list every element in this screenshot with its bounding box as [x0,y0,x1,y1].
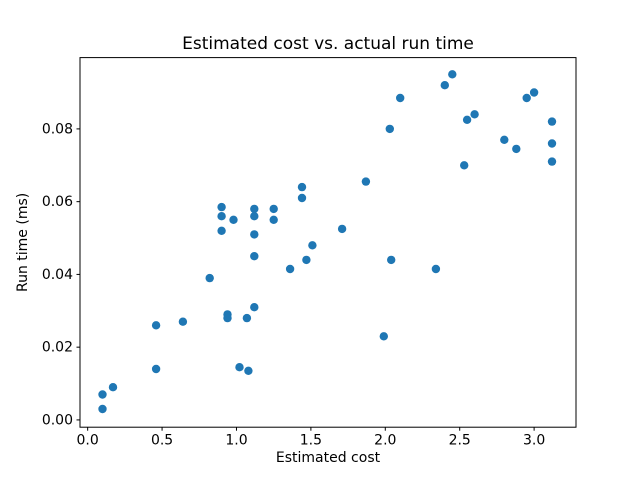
data-point [522,93,531,103]
y-axis-ticks: 0.00 0.02 0.04 0.06 0.08 [42,121,80,428]
data-point [250,230,259,239]
data-point [431,264,441,274]
x-tick-label: 0.0 [77,433,99,449]
data-point [151,364,161,374]
data-point [217,202,226,212]
data-point [98,404,107,414]
data-point [250,204,259,214]
data-point [529,88,539,97]
data-point [379,332,388,341]
data-point [244,366,253,375]
data-point [440,81,449,90]
data-point [297,193,307,203]
data-point [547,139,557,148]
data-point [250,252,259,261]
x-tick-label: 2.5 [449,433,471,449]
data-point [387,255,396,265]
data-point [250,303,259,312]
data-point [460,161,469,170]
x-tick-label: 2.0 [374,433,396,449]
data-point [396,93,405,103]
y-tick-label: 0.06 [42,194,73,210]
data-point [512,144,521,154]
data-point [500,135,509,144]
chart-title: Estimated cost vs. actual run time [182,34,474,54]
y-tick-label: 0.08 [42,121,73,137]
data-point [285,264,295,274]
data-point [229,215,238,224]
data-point [250,212,259,221]
x-tick-label: 1.5 [300,433,322,449]
y-tick-label: 0.00 [42,412,73,428]
data-point [108,383,118,392]
axes-frame [79,57,577,428]
data-point [151,321,161,330]
data-point [205,273,214,283]
data-point [385,124,394,134]
y-tick-label: 0.02 [42,340,73,356]
data-point [337,224,347,234]
data-point [448,70,457,79]
data-point [462,115,472,125]
data-point [297,182,307,192]
x-tick-label: 3.0 [523,433,545,449]
x-axis-ticks: 0.0 0.5 1.0 1.5 2.0 2.5 3.0 [77,427,545,449]
x-axis-label: Estimated cost [276,450,381,466]
data-point [269,204,278,214]
data-points-layer [98,70,557,414]
data-point [470,110,479,119]
data-point [223,313,232,323]
data-point [98,390,107,399]
data-point [308,241,317,250]
x-tick-label: 0.5 [151,433,173,449]
data-point [361,177,371,186]
y-axis-label: Run time (ms) [15,193,31,292]
data-point [217,212,226,221]
data-point [235,363,244,372]
data-point [217,226,226,235]
data-point [302,255,311,265]
y-tick-label: 0.04 [42,267,73,283]
data-point [547,157,557,166]
data-point [547,117,557,126]
data-point [242,313,252,323]
data-point [178,317,188,326]
x-tick-label: 1.0 [225,433,247,449]
data-point [269,215,278,224]
